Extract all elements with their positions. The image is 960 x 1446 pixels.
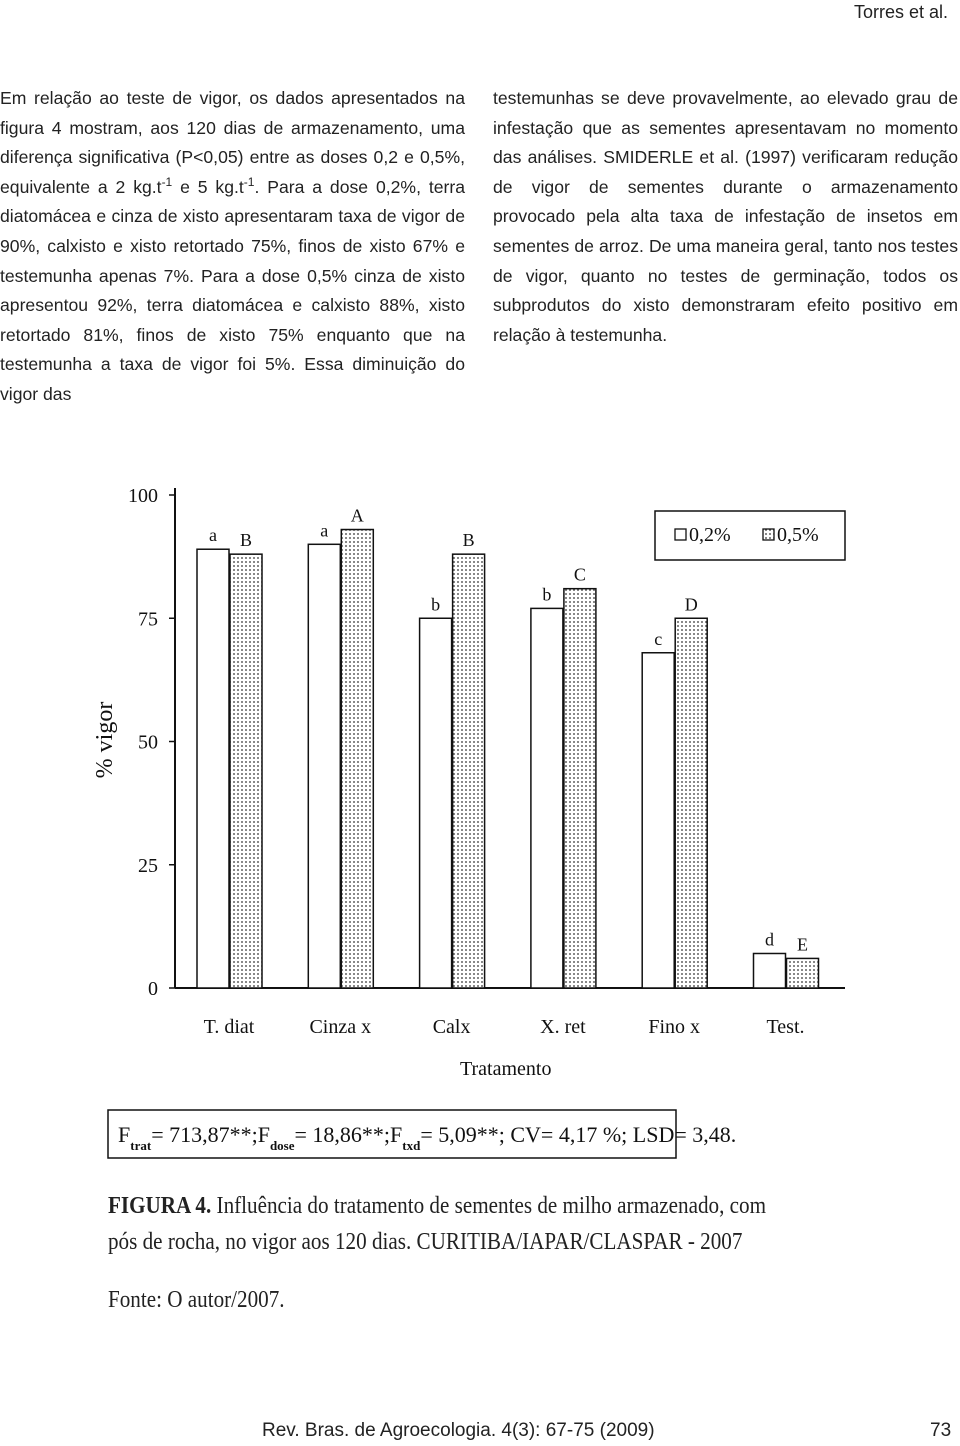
- x-tick-label: X. ret: [540, 1016, 586, 1038]
- text-run: . Para a dose 0,2%, terra diatomácea e c…: [0, 176, 466, 404]
- legend-swatch: [762, 528, 775, 541]
- y-tick-label: 75: [138, 608, 158, 630]
- bar: [674, 617, 708, 989]
- caption-text: Influência do tratamento de sementes de …: [108, 1193, 767, 1255]
- stats-box: [107, 1109, 677, 1159]
- text-run: e 5 kg.t: [172, 176, 244, 197]
- bar: [451, 553, 486, 989]
- left-column: Em relação ao teste de vigor, os dados a…: [0, 84, 465, 410]
- bar: [785, 957, 820, 989]
- x-tick-label: Test.: [766, 1016, 804, 1038]
- subscript: dose: [270, 1138, 295, 1153]
- y-tick-label: 100: [128, 485, 158, 507]
- bar: [563, 587, 597, 989]
- y-tick-label: 0: [148, 978, 158, 1000]
- bar-letter: c: [654, 629, 662, 649]
- stats-run: = 5,09**; CV= 4,17 %; LSD= 3,48.: [420, 1122, 736, 1147]
- bar-letter: a: [320, 520, 328, 540]
- bar-letter: B: [463, 530, 475, 550]
- legend-label: 0,5%: [777, 524, 819, 546]
- bar: [752, 952, 787, 989]
- superscript: -1: [243, 174, 255, 189]
- bar: [641, 652, 675, 989]
- stats-run: = 18,86**;F: [295, 1122, 403, 1147]
- stats-run: = 713,87**;F: [151, 1122, 270, 1147]
- bar: [229, 553, 263, 989]
- legend-swatch: [674, 528, 687, 541]
- running-head: Torres et al.: [853, 2, 948, 22]
- right-column: testemunhas se deve provavelmente, ao el…: [493, 88, 958, 345]
- bar-letter: E: [797, 934, 808, 954]
- bar-letter: b: [542, 584, 551, 604]
- caption: FIGURA 4. Influência do tratamento de se…: [108, 1188, 794, 1260]
- footer-journal: Rev. Bras. de Agroecologia. 4(3): 67-75 …: [262, 1420, 655, 1441]
- page-number: 73: [930, 1420, 952, 1441]
- legend-label: 0,2%: [689, 524, 731, 546]
- superscript: -1: [161, 174, 173, 189]
- source: Fonte: O autor/2007.: [108, 1287, 285, 1313]
- caption-label: FIGURA 4.: [108, 1193, 212, 1219]
- stats-run: F: [118, 1122, 130, 1147]
- bar-letter: a: [209, 525, 217, 545]
- x-axis-label: Tratamento: [460, 1058, 551, 1080]
- subscript: trat: [130, 1138, 152, 1153]
- bar-letter: C: [574, 565, 586, 585]
- bar-letter: D: [685, 594, 698, 614]
- bar-letter: b: [431, 594, 440, 614]
- y-tick-label: 50: [138, 732, 158, 754]
- bar: [340, 528, 375, 989]
- bar-letter: B: [240, 530, 252, 550]
- bar-letter: d: [765, 929, 774, 949]
- x-tick-label: Fino x: [648, 1016, 700, 1038]
- x-tick-label: Calx: [433, 1016, 471, 1038]
- y-tick-label: 25: [138, 855, 158, 877]
- text-run: Em relação ao teste de vigor, os dados a…: [0, 88, 465, 197]
- x-tick-label: Cinza x: [309, 1016, 371, 1038]
- y-axis-label: % vigor: [92, 702, 118, 779]
- bar: [418, 617, 453, 989]
- bar: [530, 607, 564, 989]
- legend-box: [654, 510, 846, 561]
- bar: [196, 548, 230, 989]
- stats-line: Ftrat= 713,87**;Fdose= 18,86**;Ftxd= 5,0…: [118, 1122, 736, 1153]
- subscript: txd: [402, 1138, 421, 1153]
- x-tick-label: T. diat: [204, 1016, 255, 1038]
- bar: [307, 543, 342, 989]
- bar-letter: A: [351, 506, 364, 526]
